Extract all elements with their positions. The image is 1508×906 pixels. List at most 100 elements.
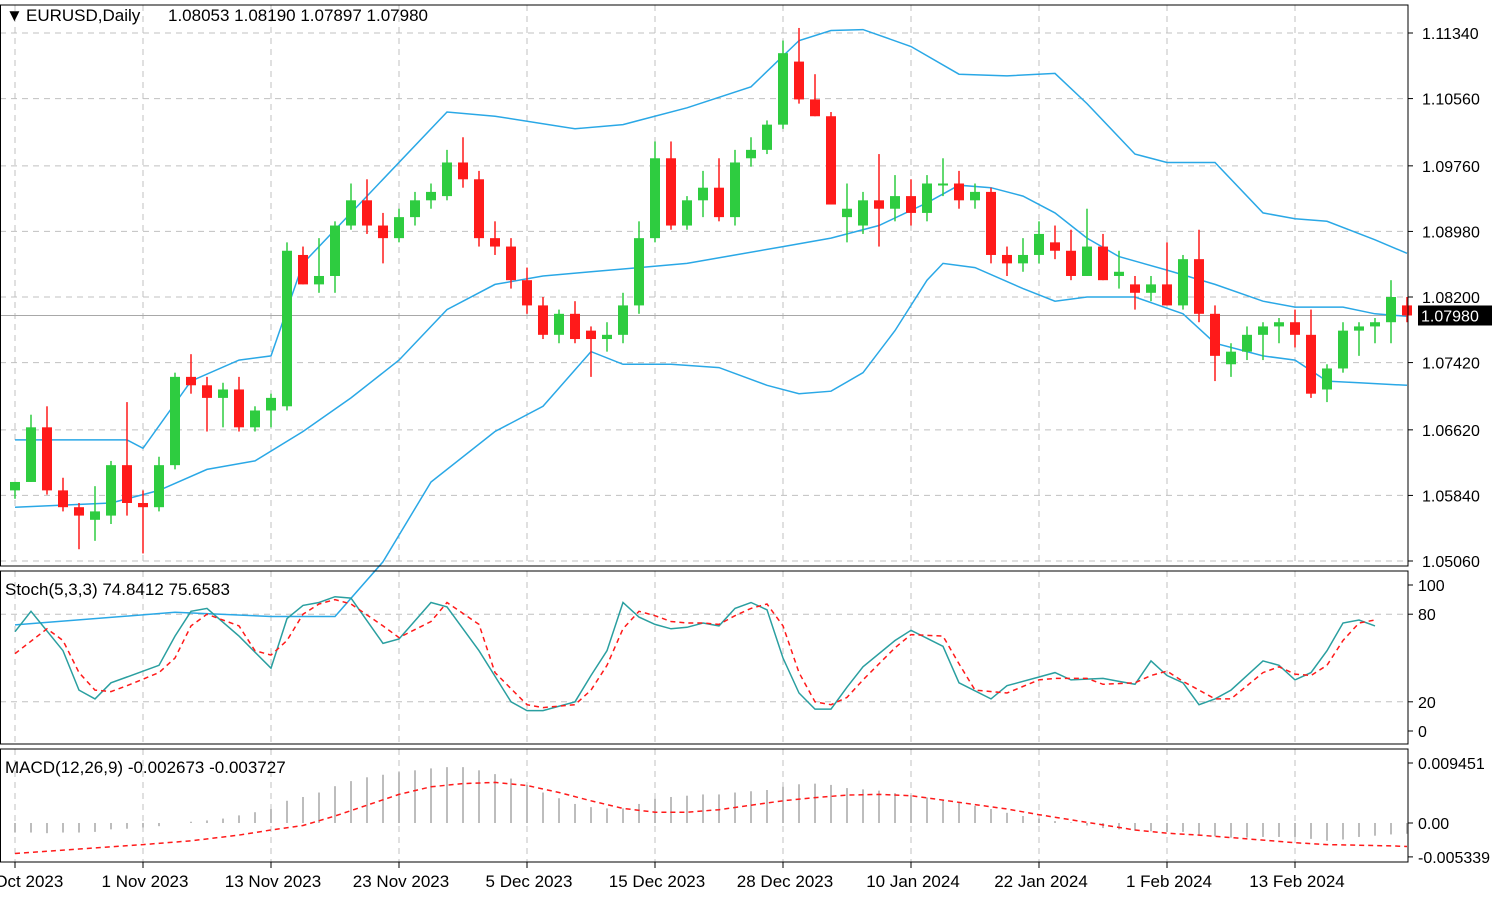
candle[interactable] <box>954 170 964 209</box>
candle[interactable] <box>778 40 788 129</box>
candle[interactable] <box>298 246 308 285</box>
candle[interactable] <box>10 481 20 499</box>
candle[interactable] <box>666 141 676 230</box>
candle[interactable] <box>362 179 372 234</box>
candle[interactable] <box>906 179 916 226</box>
time-tick-label: 13 Feb 2024 <box>1249 872 1344 891</box>
candle[interactable] <box>506 238 516 289</box>
candle[interactable] <box>1178 254 1188 310</box>
candle[interactable] <box>922 175 932 222</box>
candle[interactable] <box>538 297 548 340</box>
candle[interactable] <box>266 393 276 428</box>
candle[interactable] <box>634 221 644 314</box>
candle[interactable] <box>90 486 100 541</box>
candle[interactable] <box>186 354 196 394</box>
candle[interactable] <box>314 238 324 293</box>
candle[interactable] <box>682 196 692 230</box>
candle[interactable] <box>826 112 836 205</box>
candle[interactable] <box>842 183 852 243</box>
candle[interactable] <box>794 27 804 104</box>
candle[interactable] <box>810 74 820 117</box>
candle[interactable] <box>474 170 484 247</box>
candle[interactable] <box>330 221 340 293</box>
candle[interactable] <box>938 158 948 197</box>
candle[interactable] <box>1082 208 1092 276</box>
candle-body <box>874 200 884 209</box>
candle[interactable] <box>378 212 388 264</box>
candle[interactable] <box>1338 322 1348 373</box>
candle[interactable] <box>650 141 660 243</box>
candle[interactable] <box>154 456 164 512</box>
candle[interactable] <box>1402 297 1412 323</box>
candle[interactable] <box>346 183 356 230</box>
candle[interactable] <box>1354 322 1364 356</box>
candle[interactable] <box>410 191 420 226</box>
candle[interactable] <box>586 326 596 377</box>
candle[interactable] <box>986 187 996 264</box>
candle[interactable] <box>762 120 772 155</box>
candle[interactable] <box>106 460 116 525</box>
candle[interactable] <box>202 376 212 432</box>
candle[interactable] <box>858 191 868 234</box>
candle[interactable] <box>1050 225 1060 260</box>
header-arrow-icon[interactable]: ▼ <box>6 6 23 25</box>
candle[interactable] <box>170 372 180 470</box>
candle[interactable] <box>1306 309 1316 398</box>
candle[interactable] <box>1386 280 1396 344</box>
candle[interactable] <box>1290 309 1300 348</box>
stochastic-pane[interactable] <box>14 595 1376 712</box>
candle[interactable] <box>1114 250 1124 289</box>
candle[interactable] <box>618 292 628 344</box>
candle-body <box>1290 322 1300 335</box>
candle[interactable] <box>714 158 724 222</box>
candle[interactable] <box>1146 275 1156 302</box>
candle-body <box>458 162 468 180</box>
candle[interactable] <box>1098 233 1108 281</box>
candle[interactable] <box>1322 364 1332 403</box>
candle[interactable] <box>1226 343 1236 377</box>
candle[interactable] <box>1162 242 1172 306</box>
candle[interactable] <box>218 382 228 428</box>
candle[interactable] <box>138 490 148 554</box>
candle[interactable] <box>442 149 452 201</box>
candle[interactable] <box>250 406 260 432</box>
candle[interactable] <box>1194 229 1204 323</box>
candle[interactable] <box>234 376 244 432</box>
candle[interactable] <box>1002 246 1012 276</box>
candle[interactable] <box>1210 305 1220 382</box>
candle-body <box>762 124 772 150</box>
candle[interactable] <box>1258 322 1268 361</box>
candle[interactable] <box>74 502 84 550</box>
candle[interactable] <box>602 322 612 352</box>
candle[interactable] <box>490 221 500 255</box>
candle[interactable] <box>122 402 132 516</box>
candle[interactable] <box>874 154 884 247</box>
candle[interactable] <box>970 183 980 209</box>
candle[interactable] <box>26 414 36 482</box>
candle[interactable] <box>58 477 68 512</box>
candle[interactable] <box>730 149 740 226</box>
candle[interactable] <box>1018 238 1028 272</box>
candle[interactable] <box>1242 326 1252 361</box>
candle[interactable] <box>698 170 708 218</box>
candle[interactable] <box>746 137 756 167</box>
candle[interactable] <box>1130 275 1140 310</box>
candle[interactable] <box>554 309 564 344</box>
candle[interactable] <box>282 242 292 411</box>
candle[interactable] <box>394 208 404 243</box>
candle-body <box>778 53 788 125</box>
candle[interactable] <box>570 301 580 344</box>
candle[interactable] <box>522 267 532 314</box>
candle[interactable] <box>458 137 468 188</box>
candle-body <box>90 511 100 520</box>
candle[interactable] <box>1370 318 1380 344</box>
candle[interactable] <box>890 175 900 222</box>
price-pane[interactable] <box>0 27 1412 626</box>
candle[interactable] <box>42 406 52 495</box>
candle[interactable] <box>1066 229 1076 281</box>
candle[interactable] <box>1034 221 1044 264</box>
candle[interactable] <box>426 183 436 209</box>
macd-pane[interactable] <box>14 767 1408 855</box>
candle[interactable] <box>1274 318 1284 344</box>
